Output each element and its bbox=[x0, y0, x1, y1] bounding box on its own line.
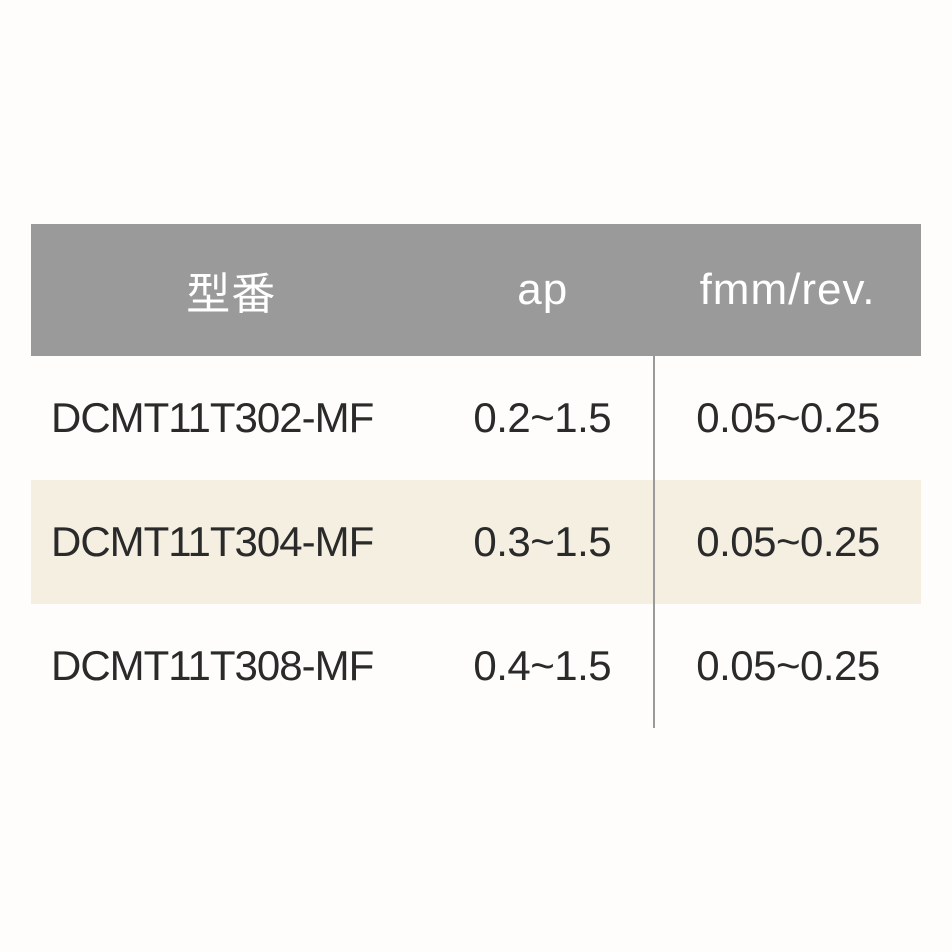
header-ap: ap bbox=[432, 224, 655, 356]
cell-ap: 0.4~1.5 bbox=[432, 604, 655, 728]
table-row: DCMT11T308-MF 0.4~1.5 0.05~0.25 bbox=[31, 604, 921, 728]
cell-model: DCMT11T302-MF bbox=[31, 356, 432, 480]
table-row: DCMT11T304-MF 0.3~1.5 0.05~0.25 bbox=[31, 480, 921, 604]
cell-ap: 0.3~1.5 bbox=[432, 480, 655, 604]
cell-fmm: 0.05~0.25 bbox=[654, 480, 921, 604]
header-fmm: fmm/rev. bbox=[654, 224, 921, 356]
cell-model: DCMT11T308-MF bbox=[31, 604, 432, 728]
cell-model: DCMT11T304-MF bbox=[31, 480, 432, 604]
table-row: DCMT11T302-MF 0.2~1.5 0.05~0.25 bbox=[31, 356, 921, 480]
cell-ap: 0.2~1.5 bbox=[432, 356, 655, 480]
cell-fmm: 0.05~0.25 bbox=[654, 356, 921, 480]
table-header-row: 型番 ap fmm/rev. bbox=[31, 224, 921, 356]
spec-table-container: 型番 ap fmm/rev. DCMT11T302-MF 0.2~1.5 0.0… bbox=[31, 224, 921, 728]
header-model: 型番 bbox=[31, 224, 432, 356]
cell-fmm: 0.05~0.25 bbox=[654, 604, 921, 728]
spec-table: 型番 ap fmm/rev. DCMT11T302-MF 0.2~1.5 0.0… bbox=[31, 224, 921, 728]
